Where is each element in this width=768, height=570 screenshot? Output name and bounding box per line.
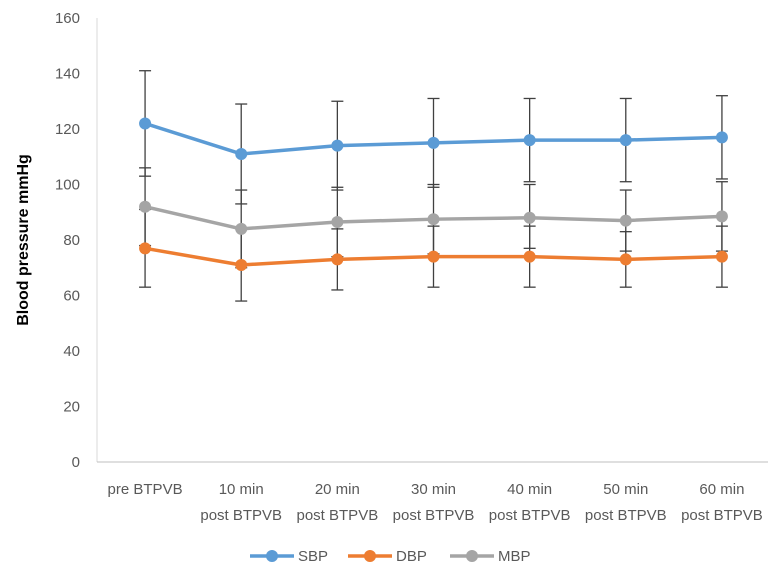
legend-marker-sbp bbox=[266, 550, 278, 562]
data-point-sbp bbox=[523, 134, 536, 147]
y-tick-label: 160 bbox=[55, 10, 80, 27]
error-bars bbox=[139, 70, 728, 302]
x-tick-label: 60 min bbox=[699, 481, 744, 498]
legend-label-mbp: MBP bbox=[498, 548, 531, 565]
x-tick-label: post BTPVB bbox=[585, 507, 667, 524]
x-tick-label: 10 min bbox=[219, 481, 264, 498]
data-point-mbp bbox=[619, 214, 632, 227]
x-tick-label: post BTPVB bbox=[489, 507, 571, 524]
legend: SBP DBP MBP bbox=[250, 548, 531, 565]
data-point-mbp bbox=[427, 213, 440, 226]
data-point-mbp bbox=[523, 211, 536, 224]
y-tick-label: 20 bbox=[63, 399, 80, 416]
data-point-dbp bbox=[331, 253, 344, 266]
legend-label-sbp: SBP bbox=[298, 548, 328, 565]
data-point-mbp bbox=[331, 215, 344, 228]
legend-marker-dbp bbox=[364, 550, 376, 562]
data-point-dbp bbox=[523, 250, 536, 263]
y-axis-label: Blood pressure mmHg bbox=[15, 154, 32, 326]
y-tick-label: 100 bbox=[55, 177, 80, 194]
x-tick-label: 40 min bbox=[507, 481, 552, 498]
data-point-mbp bbox=[139, 200, 152, 213]
y-tick-label: 40 bbox=[63, 343, 80, 360]
axes bbox=[96, 18, 768, 463]
data-point-sbp bbox=[331, 139, 344, 152]
data-point-dbp bbox=[427, 250, 440, 263]
y-tick-label: 80 bbox=[63, 232, 80, 249]
series-points bbox=[139, 117, 728, 271]
data-point-mbp bbox=[715, 210, 728, 223]
data-point-dbp bbox=[715, 250, 728, 263]
data-point-sbp bbox=[427, 136, 440, 149]
x-tick-label: 20 min bbox=[315, 481, 360, 498]
data-point-dbp bbox=[235, 258, 248, 271]
x-tick-label: post BTPVB bbox=[393, 507, 475, 524]
x-tick-label: 50 min bbox=[603, 481, 648, 498]
legend-marker-mbp bbox=[466, 550, 478, 562]
x-tick-label: post BTPVB bbox=[200, 507, 282, 524]
data-point-sbp bbox=[139, 117, 152, 130]
y-tick-label: 120 bbox=[55, 121, 80, 138]
x-tick-labels: pre BTPVB 10 min post BTPVB 20 min post BTPV… bbox=[108, 481, 763, 524]
data-point-sbp bbox=[715, 131, 728, 144]
x-tick-label: post BTPVB bbox=[681, 507, 763, 524]
y-tick-label: 140 bbox=[55, 66, 80, 83]
y-tick-labels: 0 20 40 60 80 100 120 140 160 bbox=[55, 10, 80, 471]
y-tick-label: 60 bbox=[63, 288, 80, 305]
legend-label-dbp: DBP bbox=[396, 548, 427, 565]
y-tick-label: 0 bbox=[72, 454, 80, 471]
data-point-sbp bbox=[619, 134, 632, 147]
x-tick-label: post BTPVB bbox=[297, 507, 379, 524]
x-tick-label: 30 min bbox=[411, 481, 456, 498]
data-point-mbp bbox=[235, 222, 248, 235]
x-tick-label: pre BTPVB bbox=[108, 481, 183, 498]
data-point-sbp bbox=[235, 147, 248, 160]
data-point-dbp bbox=[139, 242, 152, 255]
data-point-dbp bbox=[619, 253, 632, 266]
